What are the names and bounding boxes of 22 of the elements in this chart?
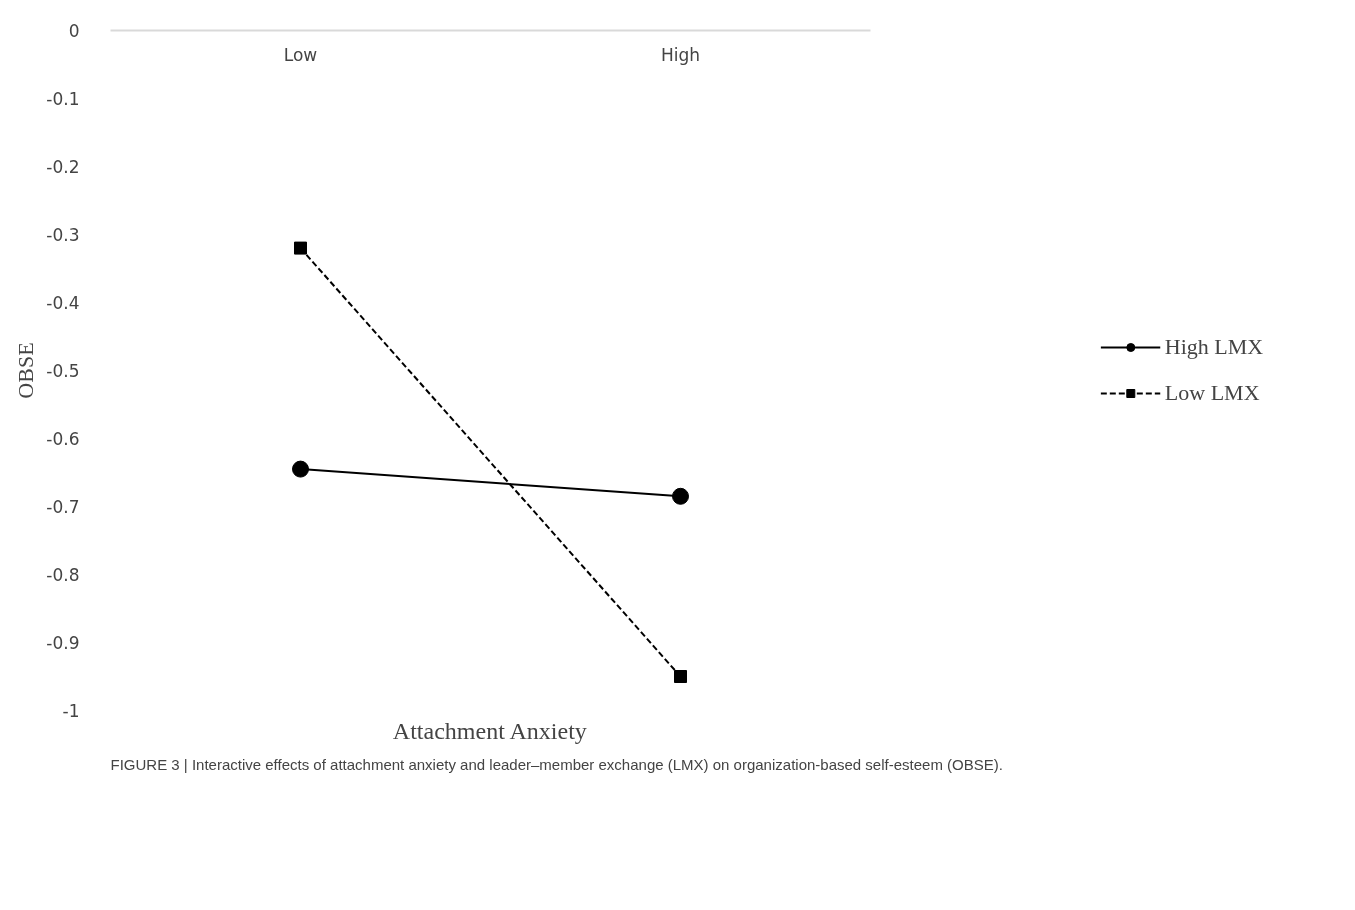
y-tick-label: -0.4 [46,293,80,313]
point [674,670,687,683]
y-tick-label: -1 [62,701,80,721]
point [292,460,309,478]
y-tick-label: -0.2 [46,157,80,177]
y-tick-label: -0.6 [46,429,80,449]
y-tick-label: -0.9 [46,633,80,653]
x-tick-label: High [660,44,701,65]
point [294,241,307,255]
y-tick-label: -0.3 [46,225,80,245]
point [672,487,689,505]
y-tick-label: -0.8 [46,565,80,585]
x-tick-label: Low [283,44,318,65]
y-tick-label: -0.5 [46,361,80,381]
x-axis-title: Attachment Anxiety [392,717,587,744]
y-tick-label: -0.7 [46,497,80,517]
y-tick-label: -0.1 [46,89,80,109]
y-axis-title: OBSE [13,342,39,399]
legend-label: Low LMX [1164,380,1260,406]
caption: FIGURE 3 | Interactive effects of attachment anxiety and leader–member exchange (LMX) on organization-based self-esteem (OBSE). [110,755,1003,773]
legend-label: High LMX [1164,334,1264,360]
y-tick-label: 0 [68,21,80,41]
